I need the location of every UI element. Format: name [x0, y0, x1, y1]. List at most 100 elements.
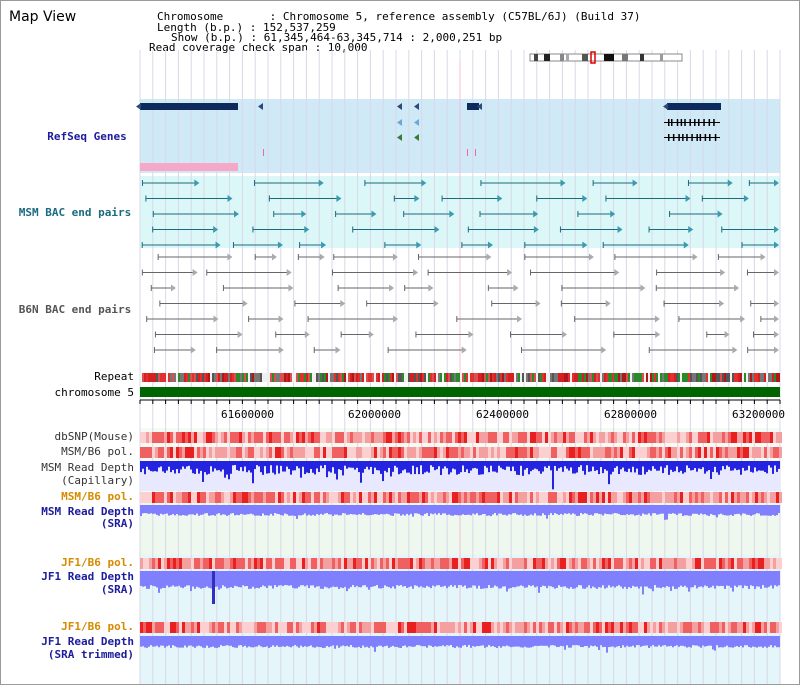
depth-bar [404, 571, 406, 587]
heat-cell [344, 447, 347, 458]
heat-cell [407, 492, 410, 503]
depth-bar [550, 636, 552, 646]
repeat-segment [390, 373, 392, 382]
heat-cell [509, 447, 512, 458]
heat-cell [713, 492, 716, 503]
heat-cell [665, 492, 668, 503]
heat-cell [737, 622, 740, 633]
heat-cell [404, 492, 407, 503]
heat-cell [431, 432, 434, 443]
depth-bar [716, 571, 718, 586]
depth-bar [486, 461, 488, 468]
depth-bar [602, 571, 604, 586]
depth-bar [656, 636, 658, 647]
depth-bar [398, 571, 400, 586]
heat-cell [413, 447, 416, 458]
depth-bar [370, 461, 372, 467]
heat-cell [200, 432, 203, 443]
depth-bar [194, 505, 196, 516]
depth-bar [356, 505, 358, 516]
heat-cell [779, 432, 782, 443]
depth-bar [452, 505, 454, 516]
depth-bar [706, 571, 708, 587]
heat-cell [755, 447, 758, 458]
depth-bar [576, 461, 578, 473]
heat-cell [308, 622, 311, 633]
heat-cell [689, 432, 692, 443]
depth-bar [390, 505, 392, 516]
depth-bar [730, 505, 732, 515]
bac-end-arrow [740, 315, 746, 323]
depth-bar [548, 505, 550, 515]
heat-cell [776, 432, 779, 443]
repeat-segment [472, 373, 474, 382]
heat-cell [569, 432, 572, 443]
heat-cell [212, 558, 215, 569]
depth-bar [160, 461, 162, 467]
heat-cell [554, 492, 557, 503]
bac-end-arrow [393, 315, 399, 323]
depth-bar [158, 571, 160, 593]
repeat-segment [174, 373, 176, 382]
heat-cell [458, 558, 461, 569]
repeat-segment [732, 373, 734, 382]
repeat-segment [224, 373, 226, 382]
heat-cell [581, 432, 584, 443]
heat-cell [242, 558, 245, 569]
heat-cell [206, 622, 209, 633]
bac-end-arrow [301, 210, 307, 218]
heat-cell [542, 492, 545, 503]
heat-cell [419, 558, 422, 569]
heat-cell [194, 447, 197, 458]
heat-cell [566, 622, 569, 633]
depth-bar [204, 461, 206, 473]
depth-bar [338, 571, 340, 589]
heat-cell [713, 622, 716, 633]
bac-end-arrow [286, 269, 292, 276]
repeat-segment [760, 373, 762, 382]
track-label-chromosome: chromosome 5 [54, 386, 134, 399]
depth-bar [466, 636, 468, 647]
depth-bar [282, 505, 284, 516]
bac-end-arrow [561, 331, 567, 338]
depth-bar [280, 461, 282, 466]
gene-exon [668, 119, 670, 126]
heat-cell [263, 447, 266, 458]
depth-bar [274, 461, 276, 475]
depth-bar [296, 636, 298, 647]
depth-bar [510, 636, 512, 648]
depth-bar [568, 636, 570, 648]
heat-cell [695, 432, 698, 443]
heat-cell [398, 558, 401, 569]
depth-bar [418, 636, 420, 646]
gene-arrow [136, 103, 141, 110]
depth-bar [576, 505, 578, 516]
depth-bar [412, 636, 414, 647]
heat-cell [425, 492, 428, 503]
depth-bar [472, 505, 474, 514]
heat-cell [197, 492, 200, 503]
repeat-segment [456, 373, 458, 382]
heat-cell [617, 622, 620, 633]
depth-bar [722, 636, 724, 648]
heat-cell [335, 447, 338, 458]
track-label-jf1-pol: JF1/B6 pol. [61, 556, 134, 569]
depth-bar [774, 636, 776, 646]
depth-bar [716, 636, 718, 646]
heat-cell [278, 447, 281, 458]
depth-bar [444, 461, 446, 467]
depth-bar [230, 505, 232, 514]
repeat-segment [538, 373, 540, 382]
bac-end-arrow [414, 195, 420, 202]
depth-bar [614, 636, 616, 648]
depth-bar [414, 505, 416, 514]
heat-cell [533, 558, 536, 569]
bac-end-arrow [688, 226, 694, 233]
repeat-segment [576, 373, 578, 382]
heat-cell [539, 492, 542, 503]
depth-bar [222, 636, 224, 647]
heat-cell [362, 558, 365, 569]
repeat-segment [620, 373, 622, 382]
heat-cell [728, 622, 731, 633]
